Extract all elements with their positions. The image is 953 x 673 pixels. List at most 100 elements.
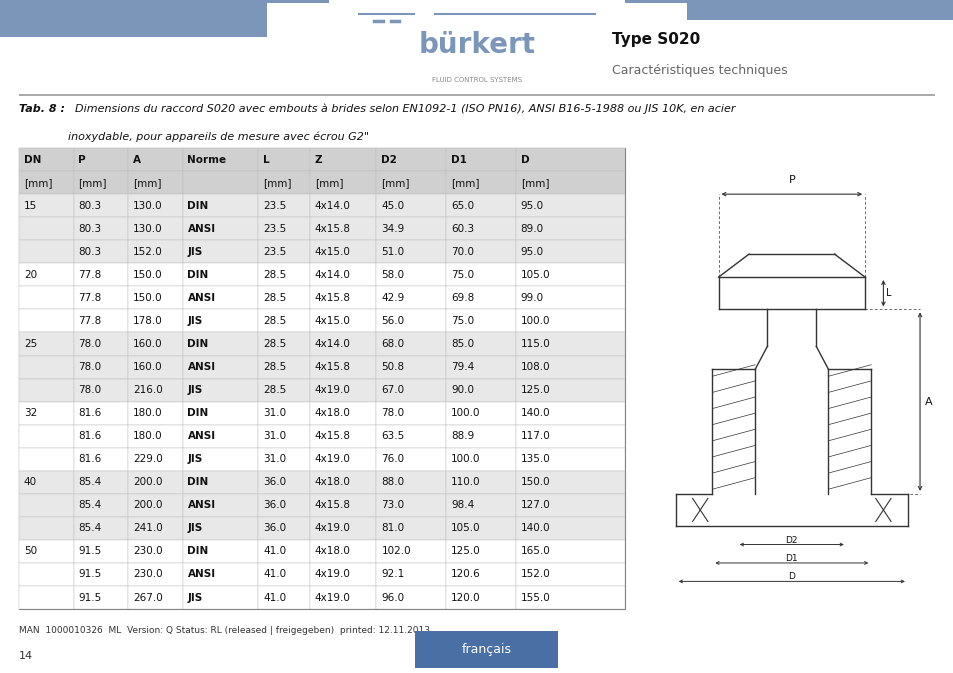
Text: 81.6: 81.6 (78, 431, 102, 441)
Bar (516, 402, 624, 425)
Bar (446, 448, 516, 471)
Bar (128, 310, 182, 332)
Bar (310, 355, 376, 378)
Text: 95.0: 95.0 (520, 247, 543, 257)
Text: 28.5: 28.5 (263, 270, 286, 280)
Bar (310, 287, 376, 310)
Bar (19, 586, 73, 609)
Text: 4x15.8: 4x15.8 (314, 293, 351, 303)
Text: 105.0: 105.0 (451, 524, 480, 534)
Bar (446, 240, 516, 263)
Bar (310, 240, 376, 263)
Text: 100.0: 100.0 (451, 408, 480, 418)
Text: 125.0: 125.0 (520, 385, 550, 395)
Text: 4x19.0: 4x19.0 (314, 454, 350, 464)
Text: 36.0: 36.0 (263, 524, 286, 534)
Text: 36.0: 36.0 (263, 477, 286, 487)
Bar (73, 540, 128, 563)
Bar (376, 240, 446, 263)
Bar (73, 448, 128, 471)
Bar (258, 540, 310, 563)
Bar (310, 425, 376, 448)
Text: 100.0: 100.0 (451, 454, 480, 464)
Bar (182, 355, 258, 378)
Bar (376, 563, 446, 586)
Bar (258, 517, 310, 540)
Text: JIS: JIS (188, 316, 203, 326)
Bar (73, 378, 128, 402)
Text: ANSI: ANSI (188, 223, 215, 234)
Bar (128, 355, 182, 378)
Text: 95.0: 95.0 (520, 201, 543, 211)
Bar (516, 263, 624, 287)
Bar (376, 425, 446, 448)
Text: 50: 50 (24, 546, 37, 557)
Bar (376, 148, 446, 171)
Text: 23.5: 23.5 (263, 247, 286, 257)
Text: 4x19.0: 4x19.0 (314, 569, 350, 579)
Text: 80.3: 80.3 (78, 223, 101, 234)
Bar (19, 310, 73, 332)
Bar (182, 494, 258, 517)
Text: 130.0: 130.0 (132, 201, 162, 211)
Text: 85.4: 85.4 (78, 477, 102, 487)
Text: 105.0: 105.0 (520, 270, 550, 280)
Bar (182, 448, 258, 471)
Text: 180.0: 180.0 (132, 408, 162, 418)
Bar (128, 217, 182, 240)
Bar (128, 263, 182, 287)
Text: 81.6: 81.6 (78, 454, 102, 464)
Bar (376, 310, 446, 332)
Bar (19, 471, 73, 494)
Text: 4x18.0: 4x18.0 (314, 477, 350, 487)
Text: 14: 14 (19, 651, 33, 662)
Bar (128, 494, 182, 517)
Text: 25: 25 (24, 339, 37, 349)
Text: 4x15.0: 4x15.0 (314, 316, 350, 326)
Bar (19, 263, 73, 287)
Text: 4x14.0: 4x14.0 (314, 201, 350, 211)
Bar (446, 171, 516, 194)
Text: Norme: Norme (188, 155, 227, 165)
Bar (258, 355, 310, 378)
Bar (376, 540, 446, 563)
Text: 88.0: 88.0 (381, 477, 404, 487)
Text: 125.0: 125.0 (451, 546, 480, 557)
Bar (182, 217, 258, 240)
Text: 120.0: 120.0 (451, 592, 480, 602)
Bar (516, 448, 624, 471)
Text: 267.0: 267.0 (132, 592, 163, 602)
Bar (19, 240, 73, 263)
Text: 15: 15 (24, 201, 37, 211)
Text: 23.5: 23.5 (263, 223, 286, 234)
Text: 91.5: 91.5 (78, 592, 102, 602)
Text: A: A (132, 155, 141, 165)
Text: P: P (787, 175, 795, 185)
Bar (258, 287, 310, 310)
Text: ANSI: ANSI (188, 431, 215, 441)
Text: 140.0: 140.0 (520, 408, 550, 418)
Bar (128, 540, 182, 563)
Bar (310, 263, 376, 287)
Text: JIS: JIS (188, 524, 203, 534)
Bar (516, 287, 624, 310)
Text: 51.0: 51.0 (381, 247, 404, 257)
Bar (19, 448, 73, 471)
Bar (310, 148, 376, 171)
Bar (310, 471, 376, 494)
Bar (182, 332, 258, 355)
Text: 32: 32 (24, 408, 37, 418)
Bar (516, 240, 624, 263)
Text: ANSI: ANSI (188, 569, 215, 579)
Text: 90.0: 90.0 (451, 385, 474, 395)
Text: [mm]: [mm] (263, 178, 292, 188)
Bar (446, 517, 516, 540)
Text: DIN: DIN (188, 408, 209, 418)
Bar (258, 217, 310, 240)
Text: MAN  1000010326  ML  Version: Q Status: RL (released | freigegeben)  printed: 12: MAN 1000010326 ML Version: Q Status: RL … (19, 626, 430, 635)
Text: 96.0: 96.0 (381, 592, 404, 602)
Bar (446, 217, 516, 240)
Text: 80.3: 80.3 (78, 247, 101, 257)
Text: FLUID CONTROL SYSTEMS: FLUID CONTROL SYSTEMS (432, 77, 521, 83)
Bar (516, 378, 624, 402)
